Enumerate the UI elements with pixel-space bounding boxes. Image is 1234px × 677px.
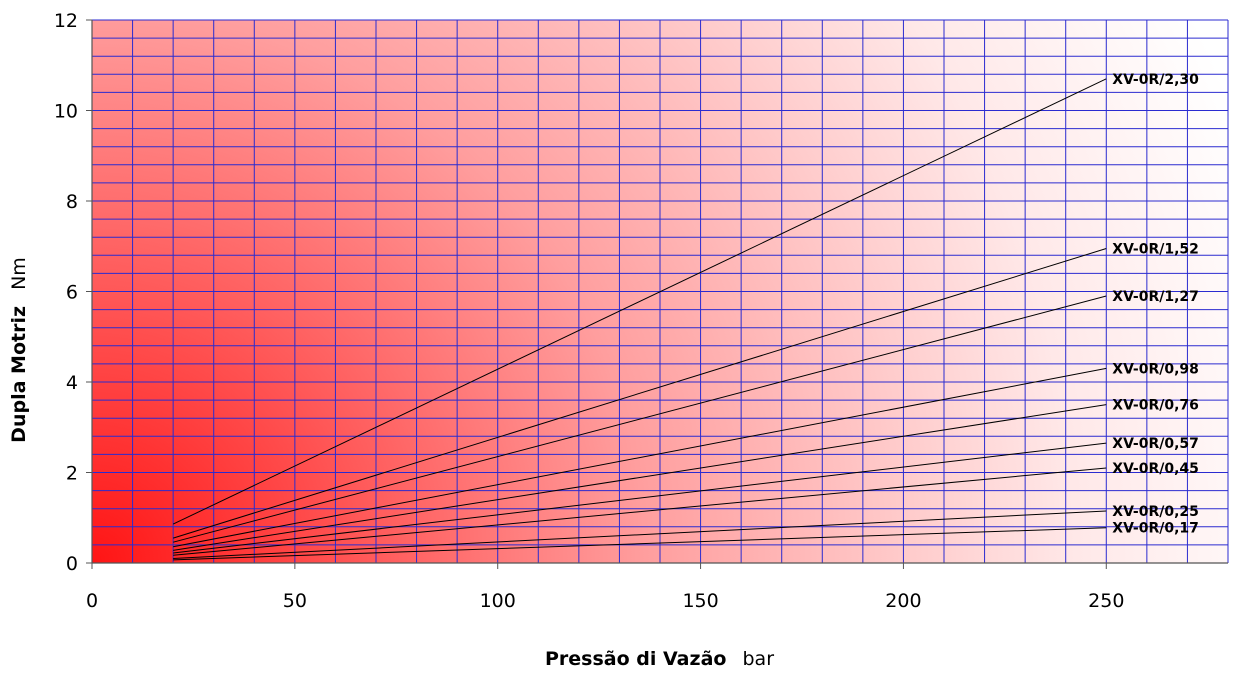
series-line (173, 510, 1107, 559)
series-label: XV-0R/1,27 (1112, 289, 1199, 305)
series-label: XV-0R/0,45 (1112, 461, 1199, 477)
series-line (172, 78, 1107, 525)
series-line (173, 295, 1107, 543)
y-tick-label: 4 (66, 372, 78, 394)
minor-grid (91, 19, 1229, 564)
y-tick-label: 0 (66, 553, 78, 575)
y-tick-label: 2 (66, 463, 78, 485)
x-axis-title: Pressão di Vazão bar (545, 648, 774, 670)
series-label: XV-0R/0,76 (1112, 398, 1199, 414)
y-axis-unit: Nm (8, 257, 30, 290)
y-tick-label: 6 (66, 282, 78, 304)
x-tick-labels: 0 50 100 150 200 250 (86, 563, 1124, 612)
series-line (173, 527, 1107, 561)
x-tick-label: 50 (283, 590, 307, 612)
series-label: XV-0R/2,30 (1112, 72, 1199, 88)
series-line (173, 467, 1107, 556)
x-axis-label: Pressão di Vazão (545, 648, 726, 670)
x-tick-label: 0 (86, 590, 98, 612)
x-axis-unit: bar (742, 648, 774, 670)
series-label: XV-0R/0,57 (1112, 436, 1199, 452)
series-label: XV-0R/0,25 (1112, 504, 1199, 520)
x-tick-label: 100 (480, 590, 516, 612)
series-line (172, 248, 1107, 539)
y-axis-title: Dupla Motriz Nm (8, 257, 30, 443)
series-label: XV-0R/1,52 (1112, 242, 1199, 258)
x-tick-label: 250 (1088, 590, 1124, 612)
series-label: XV-0R/0,17 (1112, 521, 1199, 537)
y-tick-label: 8 (66, 191, 78, 213)
series-line (173, 404, 1107, 551)
y-axis-label: Dupla Motriz (8, 306, 30, 443)
x-tick-label: 150 (682, 590, 718, 612)
series-line (173, 442, 1107, 554)
series-lines (172, 78, 1107, 561)
y-tick-label: 12 (54, 10, 78, 32)
series-line (173, 367, 1107, 548)
series-labels: XV-0R/2,30 XV-0R/1,52 XV-0R/1,27 XV-0R/0,98… (1112, 72, 1199, 537)
x-tick-label: 200 (885, 590, 921, 612)
y-tick-labels: 0 2 4 6 8 10 12 (54, 10, 92, 575)
y-tick-label: 10 (54, 101, 78, 123)
series-label: XV-0R/0,98 (1112, 361, 1199, 377)
